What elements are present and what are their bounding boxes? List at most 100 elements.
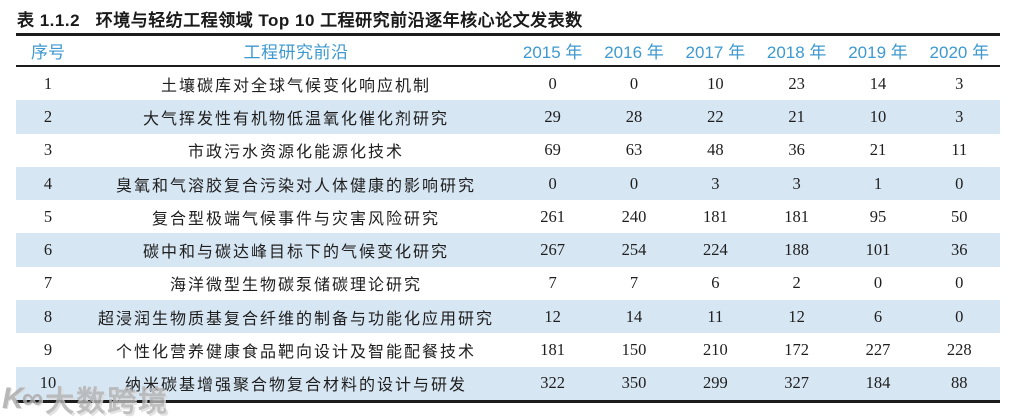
frontier-cell: 海洋微型生物碳泵储碳理论研究 — [169, 277, 422, 295]
value-cell: 150 — [621, 340, 647, 360]
value-cell: 10 — [869, 106, 887, 126]
value-cell: 188 — [784, 240, 810, 260]
rank-cell: 2 — [43, 106, 53, 126]
col-header-2015: 2015 年 — [522, 43, 583, 62]
table-row: 2 大气挥发性有机物低温氧化催化剂研究 29 28 22 21 10 3 — [16, 100, 1000, 134]
value-cell: 28 — [625, 106, 643, 126]
value-cell: 254 — [621, 240, 647, 260]
value-cell: 14 — [625, 306, 643, 326]
value-cell: 0 — [955, 273, 964, 293]
table-row: 10 纳米碳基增强聚合物复合材料的设计与研发 322 350 299 327 1… — [16, 366, 1000, 400]
table-body: 1 土壤碳库对全球气候变化响应机制 0 0 10 23 14 3 2 大气挥发性… — [16, 67, 1000, 400]
table-row: 4 臭氧和气溶胶复合污染对人体健康的影响研究 0 0 3 3 1 0 — [16, 166, 1000, 201]
value-cell: 0 — [955, 306, 964, 326]
value-cell: 3 — [955, 106, 964, 126]
value-cell: 12 — [544, 306, 561, 326]
value-cell: 3 — [711, 173, 720, 193]
value-cell: 267 — [540, 240, 566, 260]
table-row: 1 土壤碳库对全球气候变化响应机制 0 0 10 23 14 3 — [16, 67, 1000, 100]
value-cell: 261 — [540, 206, 566, 226]
col-header-2020: 2020 年 — [929, 43, 990, 62]
value-cell: 22 — [707, 106, 724, 126]
data-table: 序号 工程研究前沿 2015 年 2016 年 2017 年 2018 年 20… — [16, 33, 1000, 403]
value-cell: 7 — [548, 273, 557, 293]
frontier-cell: 大气挥发性有机物低温氧化催化剂研究 — [142, 110, 449, 128]
table-row: 8 超浸润生物质基复合纤维的制备与功能化应用研究 12 14 11 12 6 0 — [16, 300, 1000, 334]
value-cell: 227 — [865, 340, 891, 360]
value-cell: 63 — [625, 140, 643, 160]
value-cell: 322 — [540, 373, 566, 393]
value-cell: 327 — [784, 373, 810, 393]
value-cell: 3 — [792, 173, 801, 193]
value-cell: 88 — [951, 373, 968, 393]
col-header-2017: 2017 年 — [685, 43, 746, 62]
rank-cell: 8 — [43, 306, 53, 326]
table-row: 5 复合型极端气候事件与灾害风险研究 261 240 181 181 95 50 — [16, 200, 1000, 233]
value-cell: 21 — [869, 140, 887, 160]
value-cell: 228 — [946, 340, 972, 360]
value-cell: 36 — [788, 140, 805, 160]
value-cell: 36 — [951, 240, 968, 260]
rank-cell: 9 — [43, 340, 53, 360]
value-cell: 0 — [629, 173, 639, 193]
value-cell: 14 — [869, 73, 887, 93]
value-cell: 23 — [788, 73, 805, 93]
value-cell: 6 — [873, 306, 883, 326]
rank-cell: 3 — [43, 140, 53, 160]
table-row: 6 碳中和与碳达峰目标下的气候变化研究 267 254 224 188 101 … — [16, 233, 1000, 267]
value-cell: 0 — [873, 273, 883, 293]
table-title: 表 1.1.2 环境与轻纺工程领域 Top 10 工程研究前沿逐年核心论文发表数 — [17, 11, 583, 30]
value-cell: 21 — [788, 106, 805, 126]
value-cell: 2 — [792, 273, 801, 293]
value-cell: 3 — [955, 73, 964, 93]
value-cell: 29 — [544, 106, 561, 126]
rank-cell: 5 — [43, 206, 53, 226]
table-row: 9 个性化营养健康食品靶向设计及智能配餐技术 181 150 210 172 2… — [16, 333, 1000, 366]
value-cell: 240 — [621, 206, 647, 226]
col-header-2018: 2018 年 — [766, 43, 827, 62]
value-cell: 12 — [788, 306, 805, 326]
value-cell: 0 — [955, 173, 964, 193]
frontier-cell: 土壤碳库对全球气候变化响应机制 — [160, 77, 431, 95]
value-cell: 181 — [702, 206, 728, 226]
value-cell: 69 — [544, 140, 561, 160]
col-header-rank: 序号 — [31, 43, 65, 62]
col-header-2019: 2019 年 — [848, 43, 908, 62]
value-cell: 95 — [869, 206, 887, 226]
rank-cell: 1 — [43, 73, 53, 93]
table-row: 7 海洋微型生物碳泵储碳理论研究 7 7 6 2 0 0 — [16, 267, 1000, 300]
value-cell: 224 — [702, 240, 728, 260]
table-header-row: 序号 工程研究前沿 2015 年 2016 年 2017 年 2018 年 20… — [16, 33, 1000, 67]
value-cell: 1 — [873, 173, 883, 193]
value-cell: 0 — [548, 173, 557, 193]
value-cell: 11 — [951, 140, 968, 160]
value-cell: 50 — [951, 206, 968, 226]
frontier-cell: 纳米碳基增强聚合物复合材料的设计与研发 — [124, 377, 467, 395]
frontier-cell: 超浸润生物质基复合纤维的制备与功能化应用研究 — [97, 310, 494, 328]
frontier-cell: 臭氧和气溶胶复合污染对人体健康的影响研究 — [115, 177, 476, 195]
value-cell: 299 — [702, 373, 728, 393]
value-cell: 350 — [621, 373, 647, 393]
table-row: 3 市政污水资源化能源化技术 69 63 48 36 21 11 — [16, 134, 1000, 167]
frontier-cell: 复合型极端气候事件与灾害风险研究 — [151, 210, 440, 228]
value-cell: 7 — [629, 273, 639, 293]
value-cell: 10 — [707, 73, 724, 93]
value-cell: 0 — [629, 73, 639, 93]
value-cell: 101 — [865, 240, 891, 260]
col-header-2016: 2016 年 — [604, 43, 664, 62]
col-header-frontier: 工程研究前沿 — [243, 43, 349, 62]
value-cell: 6 — [711, 273, 720, 293]
value-cell: 181 — [784, 206, 810, 226]
value-cell: 210 — [702, 340, 728, 360]
value-cell: 172 — [784, 340, 810, 360]
frontier-cell: 碳中和与碳达峰目标下的气候变化研究 — [142, 244, 449, 262]
rank-cell: 7 — [43, 273, 53, 293]
value-cell: 0 — [548, 73, 557, 93]
value-cell: 184 — [865, 373, 891, 393]
value-cell: 48 — [707, 140, 724, 160]
value-cell: 11 — [707, 306, 724, 326]
rank-cell: 6 — [43, 240, 53, 260]
value-cell: 181 — [540, 340, 566, 360]
rank-cell: 4 — [43, 173, 53, 193]
